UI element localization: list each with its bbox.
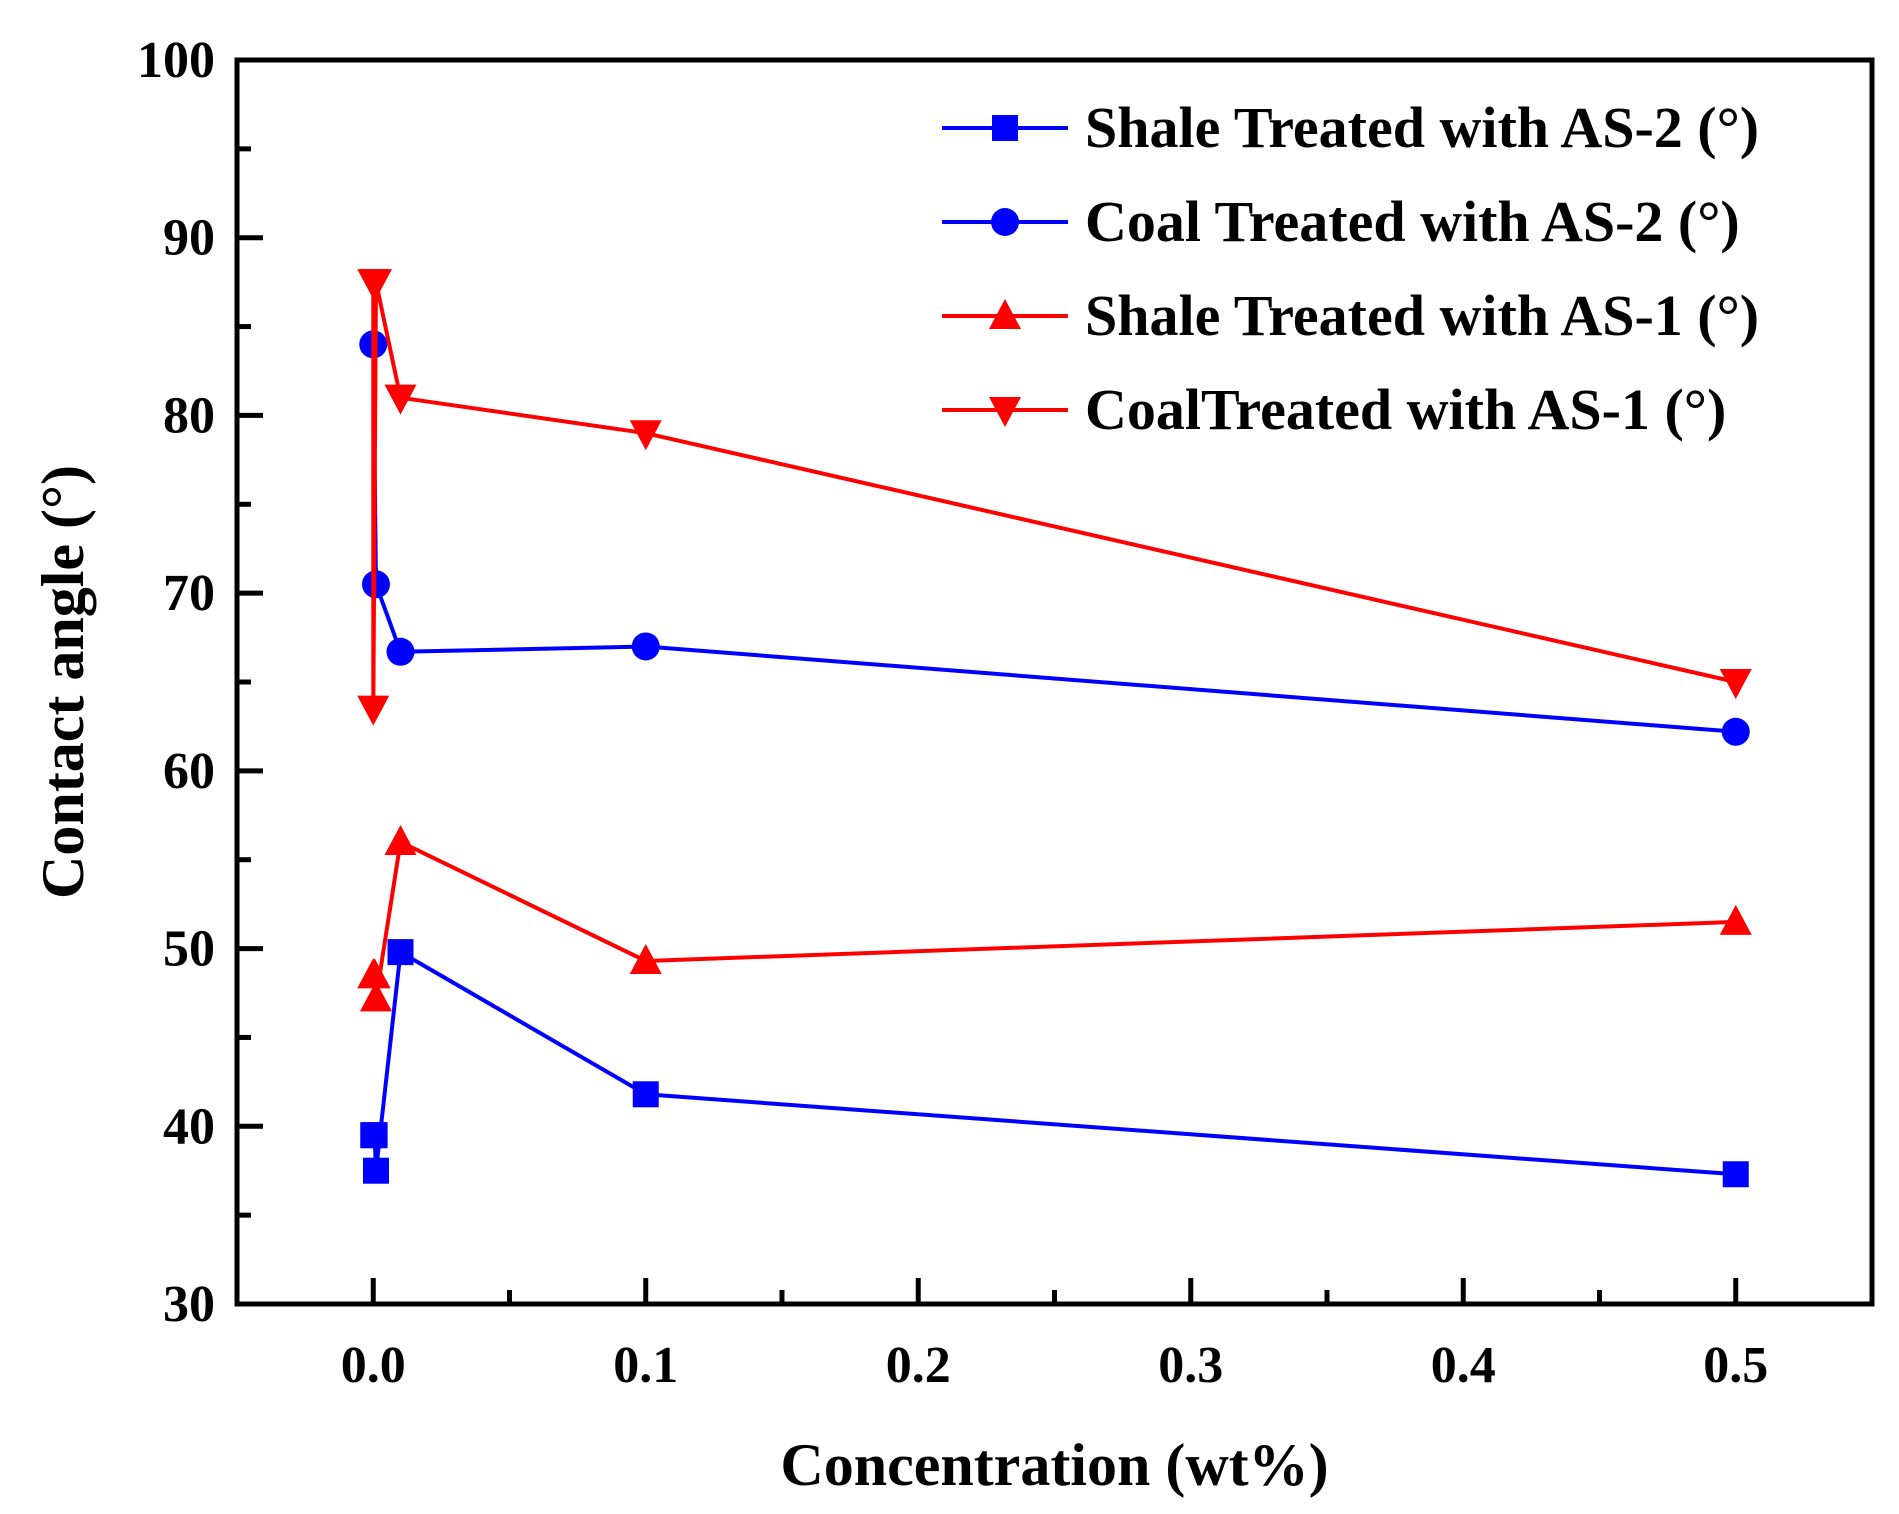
- legend-marker: [989, 299, 1021, 329]
- data-point: [1719, 669, 1752, 699]
- data-point: [358, 958, 391, 989]
- legend-marker: [992, 115, 1018, 141]
- y-tick-label: 40: [163, 1098, 215, 1155]
- legend-label: CoalTreated with AS-1 (°): [1085, 377, 1726, 442]
- series-1: [360, 939, 1749, 1188]
- data-point: [357, 695, 390, 726]
- y-tick-label: 30: [163, 1276, 215, 1333]
- series-line: [372, 839, 1736, 1001]
- y-axis: 30 40 50 60 70 80 90 100: [137, 32, 263, 1333]
- series-layer: [357, 269, 1752, 1188]
- data-point: [359, 981, 392, 1012]
- data-point: [387, 939, 414, 966]
- y-axis-title: Contact angle (°): [30, 465, 96, 899]
- legend-item-1: Shale Treated with AS-2 (°): [942, 95, 1759, 160]
- y-tick-label: 60: [163, 743, 215, 800]
- y-tick-label: 100: [137, 32, 215, 89]
- y-tick-label: 80: [163, 387, 215, 444]
- series-line: [372, 950, 1736, 1177]
- data-point: [1721, 717, 1750, 746]
- data-point: [1722, 1161, 1749, 1188]
- legend-item-3: Shale Treated with AS-1 (°): [942, 283, 1759, 348]
- x-tick-label: 0.1: [613, 1337, 678, 1394]
- data-point: [629, 420, 662, 451]
- legend-label: Shale Treated with AS-2 (°): [1085, 95, 1759, 160]
- data-point: [361, 1122, 388, 1149]
- legend-marker: [991, 208, 1019, 236]
- x-axis: 0.0 0.1 0.2 0.3 0.4 0.5: [341, 1278, 1768, 1394]
- x-tick-label: 0.4: [1431, 1337, 1496, 1394]
- series-line: [371, 280, 1737, 711]
- x-axis-title: Concentration (wt%): [780, 1432, 1328, 1498]
- y-tick-label: 50: [163, 921, 215, 978]
- data-point: [632, 1081, 659, 1108]
- data-point: [386, 637, 415, 666]
- legend-label: Shale Treated with AS-1 (°): [1085, 283, 1759, 348]
- legend: Shale Treated with AS-2 (°) Coal Treated …: [942, 95, 1759, 442]
- series-3: [357, 824, 1752, 1012]
- y-tick-label: 70: [163, 565, 215, 622]
- x-tick-label: 0.0: [341, 1337, 406, 1394]
- data-point: [384, 824, 417, 855]
- data-point: [359, 269, 392, 300]
- x-tick-label: 0.5: [1703, 1337, 1768, 1394]
- x-tick-label: 0.3: [1158, 1337, 1223, 1394]
- legend-marker: [989, 397, 1021, 427]
- series-4: [357, 269, 1752, 726]
- data-point: [362, 1157, 389, 1184]
- data-point: [1719, 904, 1752, 935]
- legend-label: Coal Treated with AS-2 (°): [1085, 189, 1740, 254]
- x-tick-label: 0.2: [886, 1337, 951, 1394]
- data-point: [629, 944, 662, 975]
- data-point: [631, 632, 660, 661]
- legend-item-2: Coal Treated with AS-2 (°): [942, 189, 1740, 254]
- y-tick-label: 90: [163, 210, 215, 267]
- legend-item-4: CoalTreated with AS-1 (°): [942, 377, 1726, 442]
- data-point: [384, 384, 417, 415]
